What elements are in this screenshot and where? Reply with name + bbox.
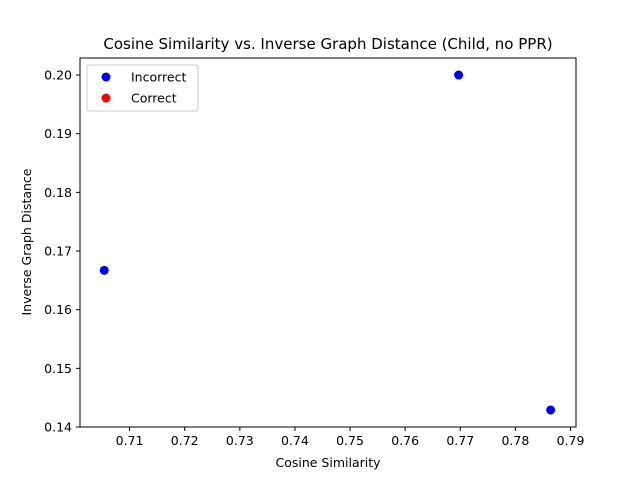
legend-box bbox=[86, 64, 199, 112]
x-tick-label: 0.76 bbox=[391, 433, 419, 448]
x-axis-ticks: 0.71 0.72 0.73 0.74 0.75 0.76 0.77 0.78 0.79 bbox=[116, 427, 585, 448]
plot-frame bbox=[79, 57, 577, 428]
x-tick-label: 0.73 bbox=[226, 433, 254, 448]
y-tick-label: 0.16 bbox=[44, 302, 72, 317]
y-tick-label: 0.17 bbox=[44, 244, 72, 259]
chart-title: Cosine Similarity vs. Inverse Graph Dist… bbox=[103, 35, 552, 53]
x-tick-label: 0.78 bbox=[501, 433, 529, 448]
y-tick-label: 0.18 bbox=[44, 185, 72, 200]
y-tick-label: 0.20 bbox=[44, 68, 72, 83]
data-point-incorrect bbox=[546, 405, 556, 415]
x-tick-label: 0.77 bbox=[446, 433, 474, 448]
x-tick-label: 0.72 bbox=[171, 433, 199, 448]
legend-label-correct: Correct bbox=[131, 91, 177, 106]
x-tick-label: 0.71 bbox=[116, 433, 144, 448]
legend-marker-correct bbox=[101, 93, 111, 103]
y-axis-ticks: 0.14 0.15 0.16 0.17 0.18 0.19 0.20 bbox=[44, 68, 80, 435]
data-points bbox=[99, 70, 556, 415]
y-tick-label: 0.14 bbox=[44, 420, 72, 435]
x-tick-label: 0.79 bbox=[557, 433, 585, 448]
legend: Incorrect Correct bbox=[86, 64, 199, 112]
data-point-incorrect bbox=[454, 70, 464, 80]
data-point-incorrect bbox=[99, 265, 109, 275]
x-tick-label: 0.75 bbox=[336, 433, 364, 448]
legend-marker-incorrect bbox=[101, 72, 111, 82]
y-axis-label: Inverse Graph Distance bbox=[19, 168, 34, 315]
y-tick-label: 0.15 bbox=[44, 361, 72, 376]
x-axis-label: Cosine Similarity bbox=[275, 455, 381, 470]
legend-label-incorrect: Incorrect bbox=[131, 70, 186, 85]
y-tick-label: 0.19 bbox=[44, 126, 72, 141]
x-tick-label: 0.74 bbox=[281, 433, 309, 448]
